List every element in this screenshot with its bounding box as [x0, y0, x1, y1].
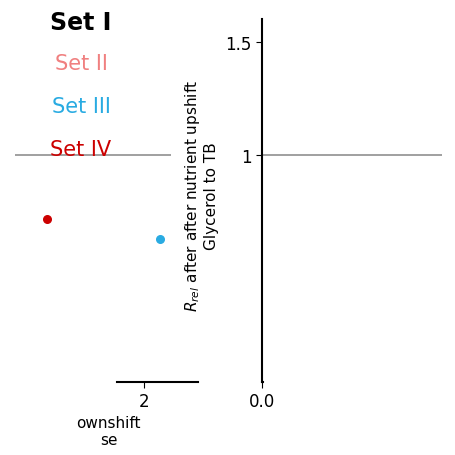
Text: Set II: Set II: [55, 54, 107, 74]
Text: Set I: Set I: [50, 11, 111, 35]
Y-axis label: $R_{rel}$ after after nutrient upshift
Glycerol to TB: $R_{rel}$ after after nutrient upshift G…: [182, 80, 219, 311]
Text: Set IV: Set IV: [50, 140, 111, 160]
Text: Set III: Set III: [51, 97, 110, 117]
X-axis label: ownshift
se: ownshift se: [76, 415, 141, 447]
Point: [156, 236, 163, 243]
Point: [43, 216, 51, 223]
